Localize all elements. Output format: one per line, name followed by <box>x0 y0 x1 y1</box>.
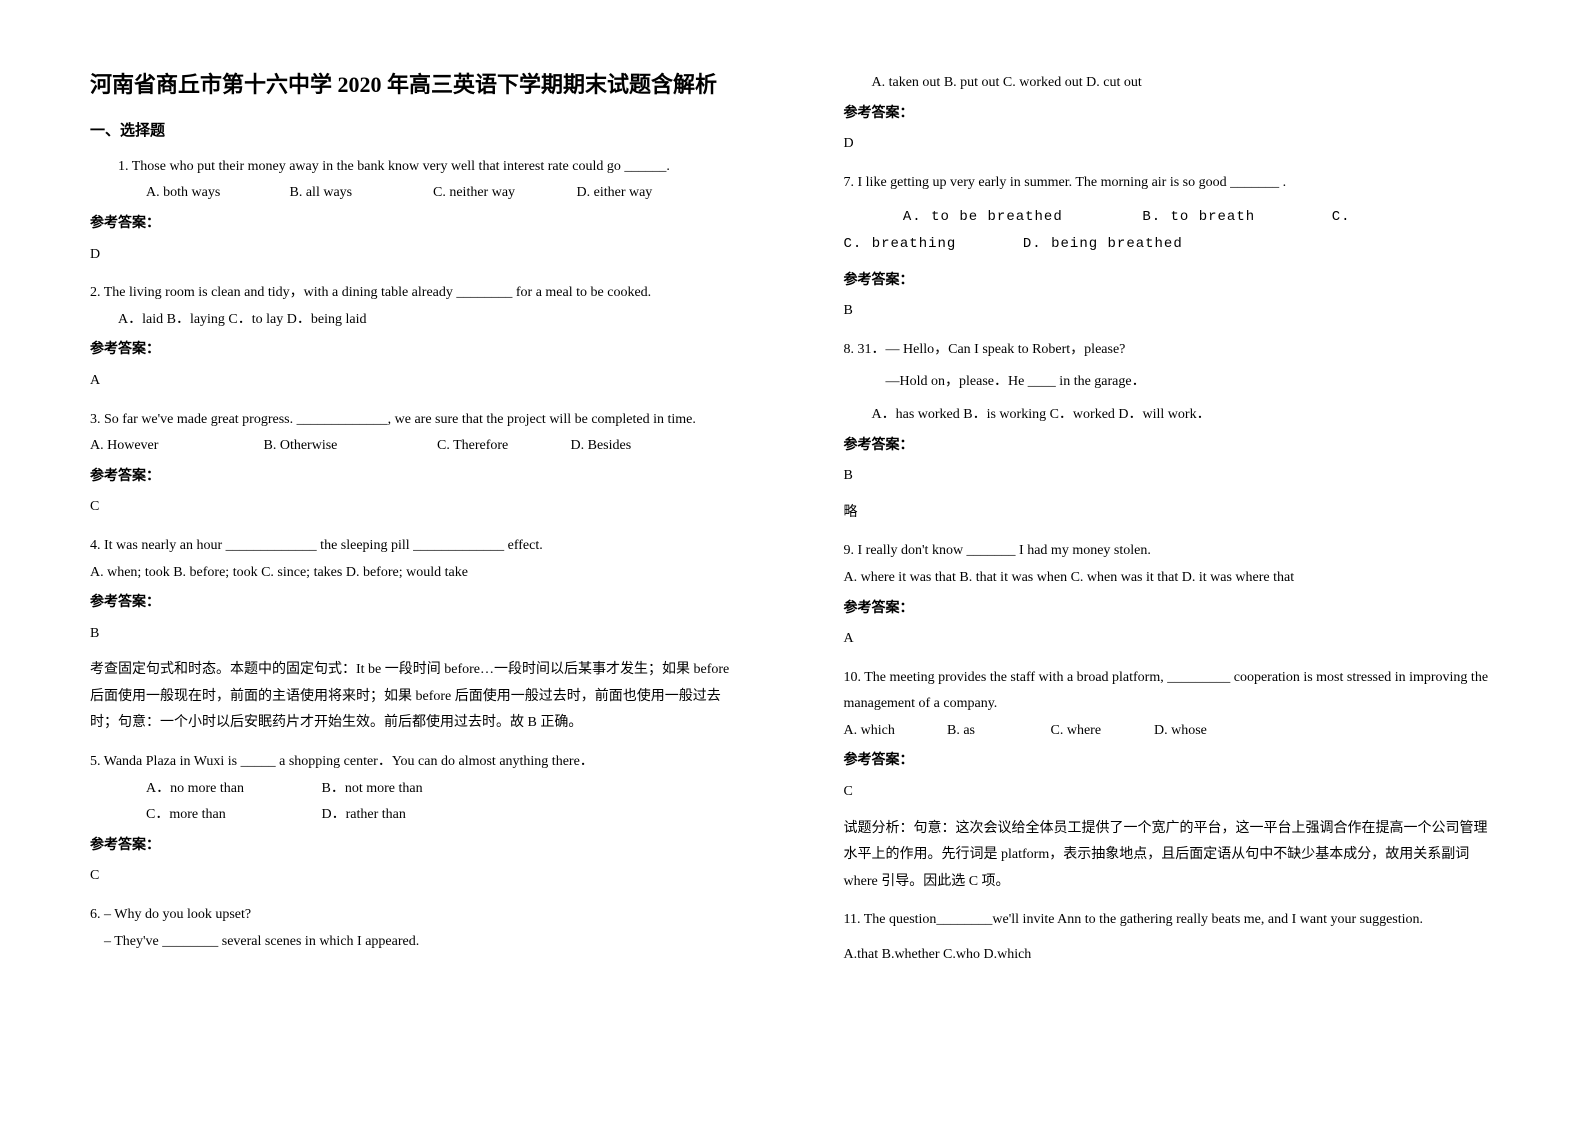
q5-answer: C <box>90 863 744 890</box>
q2-options: A．laid B．laying C．to lay D．being laid <box>90 307 744 334</box>
q5-opt-c: C．more than <box>118 802 318 829</box>
q10-text: 10. The meeting provides the staff with … <box>844 665 1498 718</box>
page-title: 河南省商丘市第十六中学 2020 年高三英语下学期期末试题含解析 <box>90 70 744 101</box>
q1-text: 1. Those who put their money away in the… <box>90 154 744 181</box>
left-column: 河南省商丘市第十六中学 2020 年高三英语下学期期末试题含解析 一、选择题 1… <box>0 0 794 1122</box>
q7-opt-b: B. to breath <box>1142 204 1322 231</box>
q3-opt-b: B. Otherwise <box>264 433 434 460</box>
q10-options: A. which B. as C. where D. whose <box>844 718 1498 745</box>
question-7: 7. I like getting up very early in summe… <box>844 170 1498 325</box>
q10-opt-a: A. which <box>844 718 944 745</box>
q1-opt-a: A. both ways <box>118 180 258 207</box>
q6-text1: 6. – Why do you look upset? <box>90 902 744 929</box>
q3-text: 3. So far we've made great progress. ___… <box>90 407 744 434</box>
q7-answer: B <box>844 298 1498 325</box>
q11-options: A.that B.whether C.who D.which <box>844 942 1498 969</box>
q10-opt-b: B. as <box>947 718 1047 745</box>
q7-opt-c-marker: C. <box>1332 209 1351 225</box>
q7-text: 7. I like getting up very early in summe… <box>844 170 1498 197</box>
q8-answer: B <box>844 463 1498 490</box>
q5-options-row1: A．no more than B．not more than <box>90 776 744 803</box>
question-2: 2. The living room is clean and tidy，wit… <box>90 280 744 394</box>
question-11: 11. The question________we'll invite Ann… <box>844 907 1498 968</box>
q6-answer: D <box>844 131 1498 158</box>
q2-answer-label: 参考答案： <box>90 337 744 364</box>
question-4: 4. It was nearly an hour _____________ t… <box>90 533 744 737</box>
section-header: 一、选择题 <box>90 119 744 140</box>
q3-opt-d: D. Besides <box>571 438 632 453</box>
q3-answer: C <box>90 494 744 521</box>
q1-answer: D <box>90 242 744 269</box>
q1-options: A. both ways B. all ways C. neither way … <box>90 180 744 207</box>
q7-opt-d: D. being breathed <box>1023 236 1183 252</box>
q9-answer-label: 参考答案： <box>844 596 1498 623</box>
q6-options: A. taken out B. put out C. worked out D.… <box>844 70 1498 97</box>
right-column: A. taken out B. put out C. worked out D.… <box>794 0 1587 1122</box>
q11-text: 11. The question________we'll invite Ann… <box>844 907 1498 934</box>
q9-options: A. where it was that B. that it was when… <box>844 565 1498 592</box>
q8-extra: 略 <box>844 500 1498 527</box>
q10-explanation: 试题分析：句意：这次会议给全体员工提供了一个宽广的平台，这一平台上强调合作在提高… <box>844 816 1498 896</box>
question-5: 5. Wanda Plaza in Wuxi is _____ a shoppi… <box>90 749 744 890</box>
q8-options: A．has worked B．is working C．worked D．wil… <box>844 402 1498 429</box>
q5-text: 5. Wanda Plaza in Wuxi is _____ a shoppi… <box>90 749 744 776</box>
q4-explanation: 考查固定句式和时态。本题中的固定句式：It be 一段时间 before…一段时… <box>90 657 744 737</box>
q4-text: 4. It was nearly an hour _____________ t… <box>90 533 744 560</box>
q3-answer-label: 参考答案： <box>90 464 744 491</box>
q10-opt-c: C. where <box>1051 718 1151 745</box>
q10-answer: C <box>844 779 1498 806</box>
q7-options-row2: C. breathing D. being breathed <box>844 231 1498 258</box>
q10-opt-d: D. whose <box>1154 723 1207 738</box>
question-9: 9. I really don't know _______ I had my … <box>844 538 1498 652</box>
q3-opt-c: C. Therefore <box>437 433 567 460</box>
q4-answer: B <box>90 621 744 648</box>
q1-opt-b: B. all ways <box>262 180 402 207</box>
q6-text2: – They've ________ several scenes in whi… <box>90 929 744 956</box>
q10-answer-label: 参考答案： <box>844 748 1498 775</box>
q1-answer-label: 参考答案： <box>90 211 744 238</box>
q3-options: A. However B. Otherwise C. Therefore D. … <box>90 433 744 460</box>
question-6-cont: A. taken out B. put out C. worked out D.… <box>844 70 1498 158</box>
question-6-start: 6. – Why do you look upset? – They've __… <box>90 902 744 955</box>
q5-opt-d: D．rather than <box>322 807 406 822</box>
q2-answer: A <box>90 368 744 395</box>
q8-text2: —Hold on，please．He ____ in the garage． <box>844 369 1498 396</box>
question-8: 8. 31．— Hello，Can I speak to Robert，plea… <box>844 337 1498 527</box>
q5-options-row2: C．more than D．rather than <box>90 802 744 829</box>
q5-answer-label: 参考答案： <box>90 833 744 860</box>
q8-text1: 8. 31．— Hello，Can I speak to Robert，plea… <box>844 337 1498 364</box>
q1-opt-c: C. neither way <box>405 180 545 207</box>
q6-answer-label: 参考答案： <box>844 101 1498 128</box>
question-10: 10. The meeting provides the staff with … <box>844 665 1498 896</box>
q3-opt-a: A. However <box>90 433 260 460</box>
q7-opt-c: C. breathing <box>844 231 1014 258</box>
q4-answer-label: 参考答案： <box>90 590 744 617</box>
q7-opt-a: A. to be breathed <box>903 204 1133 231</box>
q7-options-row1: A. to be breathed B. to breath C. <box>844 204 1498 231</box>
q7-answer-label: 参考答案： <box>844 268 1498 295</box>
q2-text: 2. The living room is clean and tidy，wit… <box>90 280 744 307</box>
q8-answer-label: 参考答案： <box>844 433 1498 460</box>
q1-opt-d: D. either way <box>549 180 689 207</box>
q9-answer: A <box>844 626 1498 653</box>
q9-text: 9. I really don't know _______ I had my … <box>844 538 1498 565</box>
q5-opt-b: B．not more than <box>322 781 423 796</box>
q5-opt-a: A．no more than <box>118 776 318 803</box>
question-3: 3. So far we've made great progress. ___… <box>90 407 744 521</box>
q4-options: A. when; took B. before; took C. since; … <box>90 560 744 587</box>
question-1: 1. Those who put their money away in the… <box>90 154 744 268</box>
